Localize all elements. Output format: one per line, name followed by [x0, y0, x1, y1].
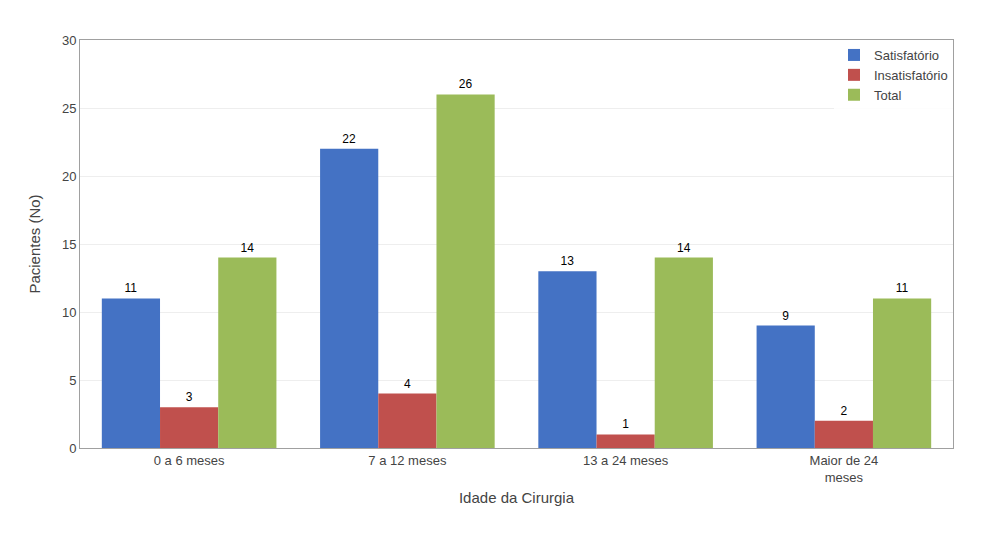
svg-text:30: 30: [62, 33, 76, 48]
svg-text:11: 11: [896, 281, 909, 295]
svg-text:10: 10: [62, 305, 76, 320]
svg-text:Idade da Cirurgia: Idade da Cirurgia: [459, 489, 575, 506]
svg-text:26: 26: [459, 77, 473, 91]
svg-text:0 a 6 meses: 0 a 6 meses: [154, 453, 225, 468]
svg-text:7 a 12 meses: 7 a 12 meses: [368, 453, 447, 468]
svg-text:Satisfatório: Satisfatório: [874, 48, 939, 63]
svg-text:Maior de 24meses: Maior de 24meses: [810, 453, 879, 485]
svg-text:Pacientes (No): Pacientes (No): [26, 194, 43, 293]
svg-text:22: 22: [342, 132, 356, 146]
svg-text:Insatisfatório: Insatisfatório: [874, 68, 948, 83]
svg-text:14: 14: [240, 241, 254, 255]
svg-text:3: 3: [186, 390, 193, 404]
svg-text:9: 9: [782, 309, 789, 323]
svg-text:0: 0: [69, 441, 76, 456]
svg-text:13 a 24 meses: 13 a 24 meses: [583, 453, 669, 468]
svg-text:13: 13: [561, 254, 575, 268]
svg-text:1: 1: [622, 417, 629, 431]
svg-text:Total: Total: [874, 88, 902, 103]
svg-text:14: 14: [677, 241, 691, 255]
svg-text:5: 5: [69, 373, 76, 388]
svg-text:4: 4: [404, 377, 411, 391]
svg-text:20: 20: [62, 169, 76, 184]
svg-text:25: 25: [62, 101, 76, 116]
svg-text:15: 15: [62, 237, 76, 252]
svg-text:11: 11: [125, 281, 138, 295]
svg-text:2: 2: [840, 404, 847, 418]
